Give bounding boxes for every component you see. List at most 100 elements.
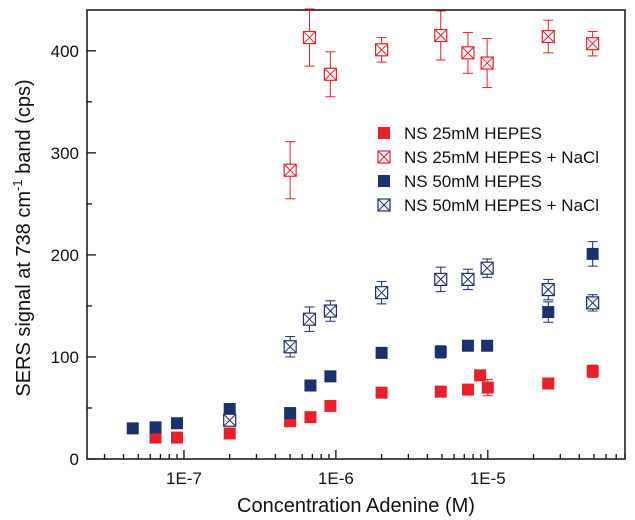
data-point <box>149 431 162 444</box>
marker-cross <box>324 67 337 81</box>
marker-cross <box>375 286 388 300</box>
y-axis: 0 100 200 300 400 <box>51 42 96 469</box>
data-point <box>126 422 139 435</box>
marker-cross <box>541 30 555 43</box>
x-tick-label: 1E-6 <box>318 469 354 488</box>
y-tick-label: 100 <box>51 348 79 367</box>
legend-marker <box>378 127 390 139</box>
data-point <box>171 431 184 444</box>
legend-label: NS 50mM HEPES <box>404 172 542 191</box>
data-point <box>586 365 599 378</box>
data-point <box>171 417 184 430</box>
data-point <box>434 272 448 286</box>
legend-item: NS 25mM HEPES + NaCl <box>377 148 599 167</box>
plot-frame <box>86 9 626 460</box>
data-point <box>324 399 337 412</box>
marker-cross <box>377 198 391 212</box>
data-point <box>434 345 447 358</box>
data-point <box>375 346 388 359</box>
marker-cross <box>283 340 297 354</box>
legend-item: NS 50mM HEPES <box>378 172 542 191</box>
y-axis-title-main: SERS signal at 738 cm <box>13 191 35 397</box>
marker-cross <box>586 296 600 310</box>
x-axis-title: Concentration Adenine (M) <box>237 495 475 517</box>
marker-cross <box>377 150 391 164</box>
data-point <box>324 370 337 383</box>
data-point <box>586 247 599 260</box>
data-point <box>304 411 317 424</box>
data-point <box>541 29 555 44</box>
marker-cross <box>480 56 494 70</box>
marker-cross <box>283 163 297 177</box>
data-point <box>375 286 389 300</box>
data-point <box>541 283 555 297</box>
data-point <box>480 56 494 70</box>
data-point <box>480 261 494 275</box>
data-point <box>542 377 555 390</box>
data-point <box>461 46 475 60</box>
data-point <box>375 386 388 399</box>
data-point <box>302 312 317 326</box>
marker-cross <box>461 273 475 286</box>
legend-marker <box>378 175 390 187</box>
data-point <box>375 43 389 57</box>
data-point <box>461 339 474 352</box>
y-tick-label: 400 <box>51 42 79 61</box>
data-point <box>481 381 494 394</box>
y-axis-title-superscript: -1 <box>10 179 25 191</box>
data-point <box>586 37 600 51</box>
y-axis-title: SERS signal at 738 cm-1 band (cps) <box>10 79 35 396</box>
data-point <box>323 304 337 318</box>
marker-cross <box>223 413 237 427</box>
data-point <box>323 67 337 81</box>
y-tick-label: 0 <box>70 450 79 469</box>
data-point <box>149 421 162 434</box>
marker-cross <box>303 312 316 326</box>
data-point <box>461 272 475 286</box>
marker-cross <box>586 37 600 51</box>
series-2 <box>283 8 600 200</box>
data-point <box>461 383 474 396</box>
y-tick-label: 200 <box>51 246 79 265</box>
data-point <box>283 163 297 177</box>
marker-cross <box>480 261 494 275</box>
x-tick-label: 1E-7 <box>166 469 202 488</box>
legend-item: NS 50mM HEPES + NaCl <box>377 196 599 215</box>
marker-cross <box>303 31 316 44</box>
data-point <box>586 296 600 310</box>
x-tick-label: 1E-5 <box>470 469 506 488</box>
legend: NS 25mM HEPES NS 25mM HEPES + NaCl NS 50mM… <box>377 124 599 215</box>
data-point <box>223 413 237 427</box>
y-tick-label: 300 <box>51 144 79 163</box>
marker-cross <box>434 273 448 286</box>
series-4 <box>223 258 600 427</box>
data-point <box>481 339 494 352</box>
data-point <box>434 28 448 43</box>
data-point <box>474 369 487 382</box>
legend-marker <box>377 198 391 212</box>
marker-cross <box>375 43 388 57</box>
y-axis-title-rest: band (cps) <box>13 79 35 179</box>
series-1 <box>149 364 599 444</box>
legend-marker <box>377 150 391 164</box>
data-point <box>223 427 236 440</box>
legend-label: NS 25mM HEPES <box>404 124 542 143</box>
legend-label: NS 50mM HEPES + NaCl <box>404 196 599 215</box>
series-layer <box>126 8 600 444</box>
data-point <box>434 385 447 398</box>
data-point <box>283 340 297 354</box>
legend-label: NS 25mM HEPES + NaCl <box>404 148 599 167</box>
marker-cross <box>324 304 337 318</box>
data-point <box>304 379 317 392</box>
data-point <box>284 407 297 420</box>
x-axis: 1E-7 1E-6 1E-5 <box>103 450 626 488</box>
data-point <box>302 30 317 45</box>
series-3 <box>126 241 599 435</box>
legend-item: NS 25mM HEPES <box>378 124 542 143</box>
marker-cross <box>461 46 475 60</box>
data-point <box>223 402 236 415</box>
data-point <box>542 306 555 319</box>
marker-cross <box>434 29 448 42</box>
marker-cross <box>541 283 555 296</box>
